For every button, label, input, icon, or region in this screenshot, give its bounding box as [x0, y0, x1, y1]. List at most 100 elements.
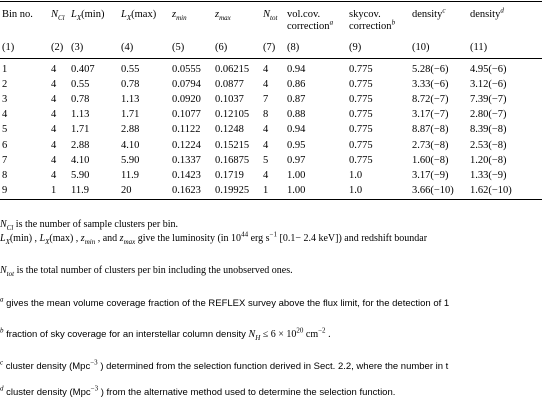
- cell-ncl: 4: [51, 109, 57, 121]
- cell-zmax: 0.15215: [215, 139, 250, 151]
- cell-zmin: 0.0555: [172, 64, 201, 75]
- cell-ntot: 4: [263, 139, 269, 151]
- note-ntot: Ntot is the total number of clusters per…: [0, 265, 293, 278]
- cell-ncl: 4: [51, 79, 57, 91]
- cell-lxmax: 1.71: [121, 109, 140, 121]
- note-a: a gives the mean volume coverage fractio…: [0, 295, 450, 309]
- cell-skycov: 1.0: [349, 169, 363, 181]
- cell-skycov: 0.775: [349, 154, 373, 166]
- header-bin: Bin no.: [2, 9, 33, 20]
- column-number-density-d: (11): [470, 42, 488, 53]
- cell-lxmax: 20: [121, 184, 132, 196]
- cell-volcov: 0.97: [287, 154, 306, 166]
- cell-density-d: 3.12(−6): [470, 79, 507, 91]
- cell-bin: 3: [2, 94, 8, 106]
- cell-lxmax: 11.9: [121, 169, 139, 181]
- cell-bin: 5: [2, 124, 8, 136]
- cell-ncl: 4: [51, 124, 57, 136]
- column-number-density-c: (10): [412, 42, 430, 53]
- cell-volcov: 0.88: [287, 109, 306, 121]
- cell-lxmax: 0.55: [121, 64, 140, 75]
- cell-density-c: 2.73(−8): [412, 139, 449, 151]
- header-density-c: densityc: [412, 6, 446, 20]
- cell-zmin: 0.1423: [172, 169, 201, 181]
- cell-density-d: 7.39(−7): [470, 94, 507, 106]
- cell-volcov: 1.00: [287, 169, 306, 181]
- cell-zmax: 0.12105: [215, 109, 250, 121]
- cell-zmax: 0.06215: [215, 64, 250, 75]
- cell-ntot: 1: [263, 184, 269, 196]
- cell-zmax: 0.1248: [215, 124, 244, 136]
- header-volcov-line2: correctiona: [287, 18, 334, 32]
- header-density-d: densityd: [470, 6, 504, 20]
- cell-lxmax: 0.78: [121, 79, 140, 91]
- cell-zmax: 0.16875: [215, 154, 250, 166]
- cell-zmin: 0.1224: [172, 139, 201, 151]
- cell-density-d: 1.62(−10): [470, 184, 512, 196]
- note-d: d cluster density (Mpc−3 ) from the alte…: [0, 384, 396, 398]
- cell-ntot: 8: [263, 109, 269, 121]
- cell-lxmin: 5.90: [71, 169, 90, 181]
- header-zmax: zmax: [215, 9, 231, 23]
- cell-skycov: 0.775: [349, 139, 373, 151]
- cell-density-c: 1.60(−8): [412, 154, 449, 166]
- bottom-rule: [0, 199, 542, 200]
- cell-lxmin: 0.55: [71, 79, 90, 91]
- note-boundaries: LX(min) , LX(max) , zmin , and zmax give…: [0, 230, 428, 246]
- column-number-ntot: (7): [263, 42, 276, 53]
- cell-density-c: 3.66(−10): [412, 184, 454, 196]
- header-rule: [0, 58, 542, 59]
- cell-ntot: 7: [263, 94, 269, 106]
- cell-ncl: 4: [51, 139, 57, 151]
- cell-lxmax: 2.88: [121, 124, 140, 136]
- cell-lxmin: 0.78: [71, 94, 90, 106]
- header-volcov: vol.cov.: [287, 9, 321, 20]
- cell-bin: 8: [2, 169, 8, 181]
- cell-bin: 9: [2, 184, 8, 196]
- cell-lxmin: 0.407: [71, 64, 95, 75]
- cell-density-d: 1.33(−9): [470, 169, 507, 181]
- note-b: b fraction of sky coverage for an inters…: [0, 326, 331, 342]
- cell-volcov: 0.86: [287, 79, 306, 91]
- cell-density-c: 8.87(−8): [412, 124, 449, 136]
- cell-zmax: 0.19925: [215, 184, 250, 196]
- cell-ncl: 1: [51, 184, 57, 196]
- cell-zmax: 0.0877: [215, 79, 244, 91]
- cell-ntot: 4: [263, 169, 269, 181]
- cell-ntot: 4: [263, 124, 269, 136]
- column-number-lxmin: (3): [71, 42, 84, 53]
- cell-lxmax: 1.13: [121, 94, 140, 106]
- header-ntot: Ntot: [263, 9, 278, 23]
- cell-ncl: 4: [51, 94, 57, 106]
- header-ncl: NCl: [51, 9, 65, 23]
- cell-density-d: 2.53(−8): [470, 139, 507, 151]
- top-rule: [0, 1, 542, 2]
- cell-ntot: 5: [263, 154, 269, 166]
- column-number-skycov: (9): [349, 42, 362, 53]
- cell-volcov: 0.87: [287, 94, 306, 106]
- cell-lxmax: 5.90: [121, 154, 140, 166]
- header-skycov: skycov.: [349, 9, 381, 20]
- cell-lxmax: 4.10: [121, 139, 140, 151]
- cell-density-d: 2.80(−7): [470, 109, 507, 121]
- cell-volcov: 0.95: [287, 139, 306, 151]
- cell-density-c: 3.17(−9): [412, 169, 449, 181]
- cell-lxmin: 1.13: [71, 109, 90, 121]
- column-number-zmin: (5): [172, 42, 185, 53]
- cell-lxmin: 1.71: [71, 124, 90, 136]
- cell-density-d: 4.95(−6): [470, 64, 507, 75]
- cell-volcov: 1.00: [287, 184, 306, 196]
- cell-zmax: 0.1719: [215, 169, 244, 181]
- cell-ncl: 4: [51, 64, 57, 75]
- cell-density-d: 1.20(−8): [470, 154, 507, 166]
- column-number-ncl: (2): [51, 42, 64, 53]
- cell-zmin: 0.1337: [172, 154, 201, 166]
- cell-ncl: 4: [51, 154, 57, 166]
- cell-density-d: 8.39(−8): [470, 124, 507, 136]
- cell-zmax: 0.1037: [215, 94, 244, 106]
- cell-bin: 7: [2, 154, 8, 166]
- cell-skycov: 1.0: [349, 184, 363, 196]
- cell-ncl: 4: [51, 169, 57, 181]
- note-c: c cluster density (Mpc−3 ) determined fr…: [0, 358, 449, 372]
- cell-zmin: 0.1077: [172, 109, 201, 121]
